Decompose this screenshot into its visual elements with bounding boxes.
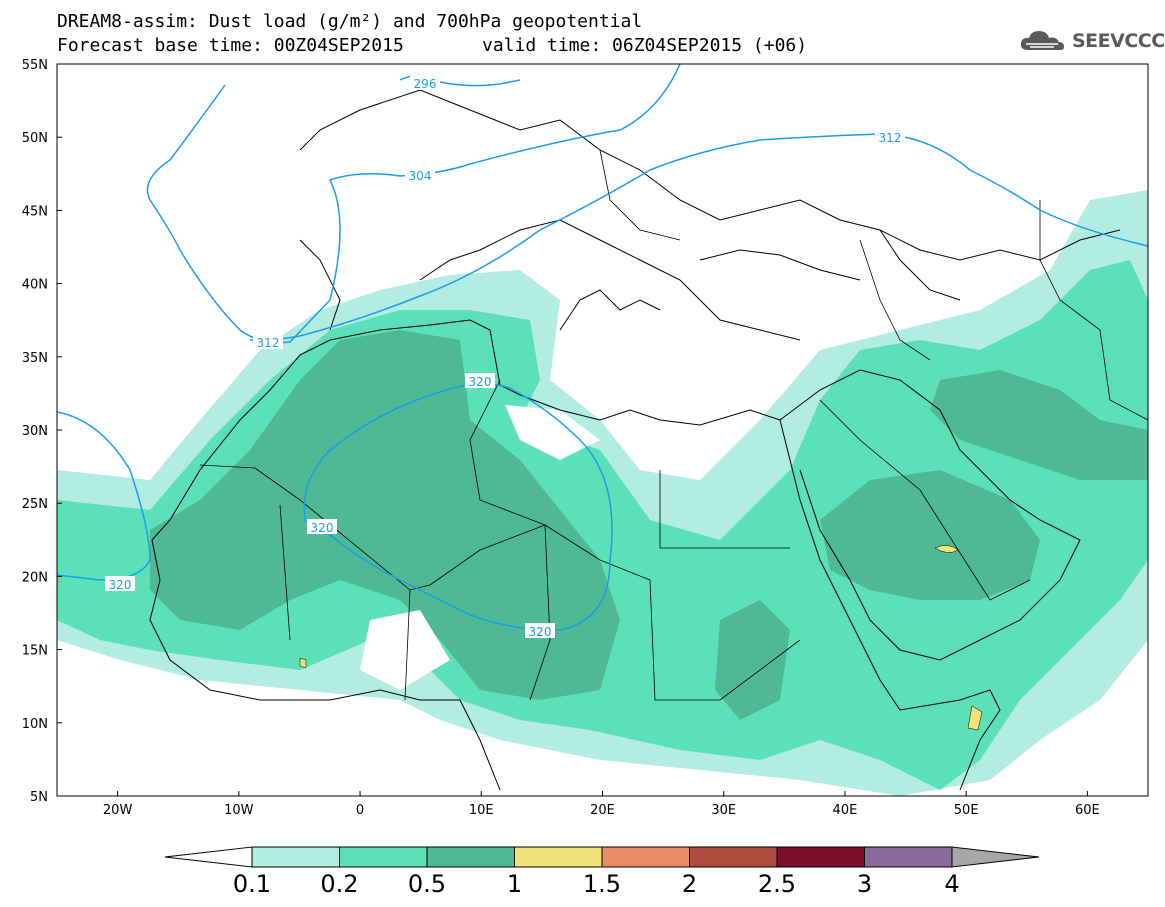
contour-labels: 296 304 312 312 320 320 320 320 bbox=[105, 75, 905, 639]
lat-label: 50N bbox=[22, 131, 48, 146]
lon-label: 40E bbox=[833, 803, 858, 818]
contour-label: 312 bbox=[879, 131, 902, 145]
colorbar-label: 0.5 bbox=[408, 870, 446, 898]
lat-label: 5N bbox=[30, 790, 48, 805]
dust-level-1-somalia bbox=[967, 705, 983, 731]
lon-label: 20E bbox=[590, 803, 615, 818]
contour-label: 320 bbox=[529, 625, 552, 639]
latitude-labels: 55N 50N 45N 40N 35N 30N 25N 20N 15N 10N 5N bbox=[22, 58, 62, 805]
dust-level-0.5-arabia bbox=[820, 470, 1040, 600]
colorbar-swatch bbox=[689, 846, 778, 868]
contour-312 bbox=[57, 411, 151, 581]
lat-label: 30N bbox=[22, 424, 48, 439]
contour-label: 320 bbox=[311, 521, 334, 535]
contour-label: 304 bbox=[409, 169, 432, 183]
seevccc-logo: SEEVCCC bbox=[1018, 28, 1165, 54]
contour-label-bg bbox=[253, 334, 283, 349]
contour-label-bg bbox=[875, 129, 905, 144]
lon-label: 50E bbox=[954, 803, 979, 818]
dust-level-0.5 bbox=[150, 330, 620, 700]
colorbar-swatch bbox=[864, 846, 953, 868]
contour-label: 320 bbox=[109, 578, 132, 592]
colorbar-label: 3 bbox=[857, 870, 872, 898]
colorbar-swatch bbox=[426, 846, 515, 868]
contour-label-bg bbox=[405, 167, 435, 182]
colorbar-swatch bbox=[251, 846, 340, 868]
country-borders bbox=[199, 149, 1148, 701]
colorbar-label: 1.5 bbox=[583, 870, 621, 898]
colorbar-swatch bbox=[776, 846, 865, 868]
coastlines bbox=[149, 89, 1121, 791]
dust-level-0.5-iran bbox=[930, 370, 1148, 480]
forecast-base-time: Forecast base time: 00Z04SEP2015 bbox=[57, 35, 404, 56]
chart-title: DREAM8-assim: Dust load (g/m²) and 700hP… bbox=[57, 11, 643, 32]
colorbar-arrow-left bbox=[164, 846, 253, 868]
lat-label: 20N bbox=[22, 570, 48, 585]
lat-label: 45N bbox=[22, 204, 48, 219]
contour-312b bbox=[249, 133, 1148, 341]
longitude-labels: 20W 10W 0 10E 20E 30E 40E 50E 60E bbox=[103, 791, 1100, 818]
dust-load-field bbox=[57, 190, 1148, 796]
colorbar-label: 4 bbox=[944, 870, 959, 898]
lat-label: 15N bbox=[22, 644, 48, 659]
contour-label-bg bbox=[525, 623, 555, 638]
colorbar-label: 0.2 bbox=[320, 870, 358, 898]
colorbar-swatch bbox=[514, 846, 603, 868]
colorbar-swatch bbox=[601, 846, 690, 868]
lon-label: 10W bbox=[224, 803, 254, 818]
lon-label: 30E bbox=[711, 803, 736, 818]
colorbar-label: 2.5 bbox=[758, 870, 796, 898]
contour-label-bg bbox=[410, 75, 440, 90]
contour-label: 296 bbox=[414, 77, 437, 91]
colorbar-label: 1 bbox=[507, 870, 522, 898]
lat-label: 25N bbox=[22, 497, 48, 512]
colorbar-swatch bbox=[339, 846, 428, 868]
lon-label: 10E bbox=[469, 803, 494, 818]
colorbar-label: 0.1 bbox=[233, 870, 271, 898]
dust-level-1-mali bbox=[299, 657, 307, 669]
contour-label-bg bbox=[465, 373, 495, 388]
logo-text: SEEVCCC bbox=[1072, 30, 1165, 52]
lat-label: 35N bbox=[22, 351, 48, 366]
lat-label: 40N bbox=[22, 278, 48, 293]
contour-label-bg bbox=[105, 576, 135, 591]
lon-label: 60E bbox=[1075, 803, 1100, 818]
lat-label: 10N bbox=[22, 717, 48, 732]
colorbar-label: 2 bbox=[682, 870, 697, 898]
lon-label: 20W bbox=[103, 803, 133, 818]
colorbar: 0.1 0.2 0.5 1 1.5 2 2.5 3 4 bbox=[164, 846, 1040, 898]
contour-label-bg bbox=[307, 519, 337, 534]
contour-304 bbox=[146, 64, 681, 344]
colorbar-arrow-right bbox=[951, 846, 1040, 868]
cloud-icon bbox=[1020, 31, 1064, 50]
valid-time: valid time: 06Z04SEP2015 (+06) bbox=[482, 35, 808, 56]
contour-label: 312 bbox=[257, 336, 280, 350]
lat-label: 55N bbox=[22, 58, 48, 73]
contour-320 bbox=[303, 383, 613, 631]
contour-label: 320 bbox=[469, 375, 492, 389]
lon-label: 0 bbox=[356, 803, 364, 818]
